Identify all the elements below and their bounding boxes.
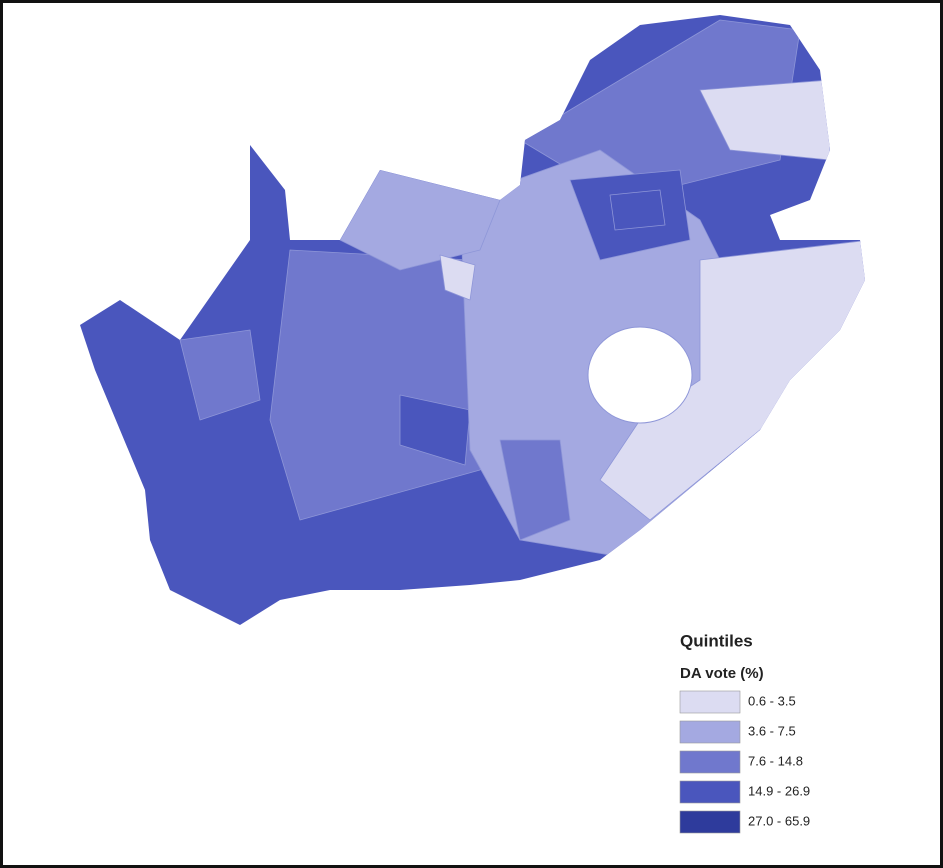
region <box>499 439 571 541</box>
legend: Quintiles DA vote (%) 0.6 - 3.5 3.6 - 7.5… <box>679 631 810 834</box>
legend-swatch <box>679 690 741 714</box>
region <box>439 254 476 301</box>
legend-title: Quintiles <box>680 631 753 650</box>
legend-swatch <box>679 780 741 804</box>
legend-label: 27.0 - 65.9 <box>748 813 810 828</box>
region <box>399 394 471 466</box>
region <box>179 329 261 421</box>
legend-label: 14.9 - 26.9 <box>748 783 810 798</box>
legend-label: 7.6 - 14.8 <box>748 753 803 768</box>
lesotho <box>587 326 693 424</box>
legend-swatch <box>679 810 741 834</box>
legend-label: 3.6 - 7.5 <box>748 723 796 738</box>
legend-swatch <box>679 750 741 774</box>
region <box>339 169 501 271</box>
legend-subtitle: DA vote (%) <box>680 665 764 682</box>
legend-label: 0.6 - 3.5 <box>748 693 796 708</box>
legend-swatch <box>679 720 741 744</box>
region <box>609 189 666 231</box>
